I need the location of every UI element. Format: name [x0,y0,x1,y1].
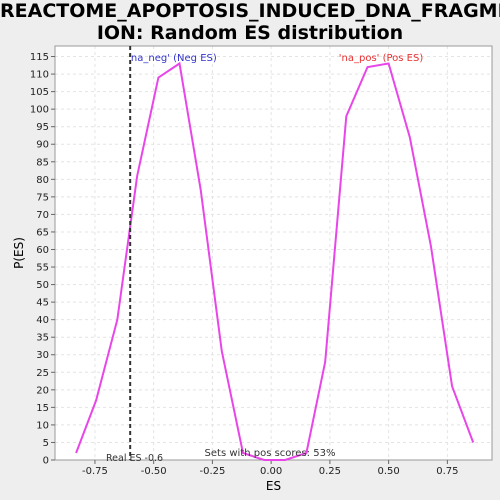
y-tick-label: 70 [36,210,49,221]
plot-background [55,46,492,460]
x-tick-label: 0.00 [260,466,282,477]
x-tick-label: -0.75 [82,466,108,477]
y-tick-label: 55 [36,263,49,274]
chart-title: REACTOME_APOPTOSIS_INDUCED_DNA_FRAGMENTA… [0,0,500,44]
pos-scores-annotation: Sets with pos scores: 53% [205,448,336,459]
x-axis-label: ES [266,479,281,493]
y-tick-label: 65 [36,227,49,238]
x-axis: -0.75 -0.50 -0.25 0.00 0.25 0.50 0.75 [82,460,458,477]
y-tick-label: 115 [30,52,49,63]
y-tick-label: 95 [36,122,49,133]
y-tick-label: 100 [30,105,49,116]
y-tick-label: 25 [36,368,49,379]
y-tick-label: 105 [30,87,49,98]
x-tick-label: 0.25 [319,466,341,477]
y-tick-label: 45 [36,298,49,309]
x-tick-label: -0.25 [199,466,225,477]
grid-lines [55,46,492,461]
y-tick-label: 10 [36,420,49,431]
y-tick-label: 75 [36,192,49,203]
chart-title-line-2: ION: Random ES distribution [96,22,404,44]
es-distribution-line [75,61,475,461]
y-tick-label: 85 [36,157,49,168]
y-axis: 0 5 10 15 20 25 30 35 40 45 50 55 60 65 70 75 80 85 90 95 10… [30,52,55,467]
chart-title-line-1: REACTOME_APOPTOSIS_INDUCED_DNA_FRAGMENTA… [0,0,500,22]
y-tick-label: 30 [36,350,49,361]
neg-es-label: 'na_neg' (Neg ES) [128,53,217,64]
series-layer [75,61,475,461]
y-tick-label: 90 [36,140,49,151]
real-es-label: Real ES -0.6 [106,453,163,464]
y-tick-label: 80 [36,175,49,186]
y-tick-label: 110 [30,70,49,81]
x-tick-label: -0.50 [141,466,167,477]
y-tick-label: 5 [43,438,49,449]
y-tick-label: 20 [36,385,49,396]
pos-es-label: 'na_pos' (Pos ES) [339,53,424,64]
y-tick-label: 15 [36,403,49,414]
x-tick-label: 0.50 [377,466,399,477]
y-tick-label: 0 [43,456,49,467]
y-tick-label: 60 [36,245,49,256]
y-tick-label: 50 [36,280,49,291]
y-tick-label: 40 [36,315,49,326]
y-axis-label: P(ES) [12,237,26,269]
y-tick-label: 35 [36,333,49,344]
x-tick-label: 0.75 [436,466,458,477]
